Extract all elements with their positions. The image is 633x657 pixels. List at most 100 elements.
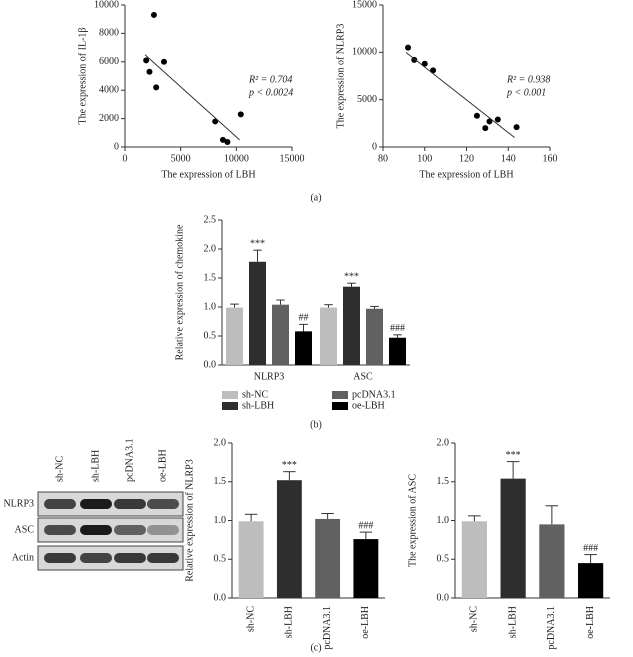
point — [513, 124, 520, 131]
legend-swatch — [222, 391, 238, 399]
annotation: R² = 0.704 — [248, 74, 292, 85]
bar — [539, 524, 565, 598]
bar — [353, 539, 379, 598]
y-axis-label: Relative expression of NLRP3 — [184, 459, 195, 581]
legend-label: sh-NC — [242, 389, 268, 400]
y-tick-label: 0.0 — [214, 592, 227, 603]
y-tick-label: 1.0 — [437, 515, 450, 526]
significance-label: *** — [250, 238, 265, 249]
y-tick-label: 10000 — [352, 47, 377, 58]
y-tick-label: 0.5 — [437, 554, 450, 565]
significance-label: ### — [390, 323, 405, 334]
point — [430, 67, 437, 74]
blot-band — [147, 499, 179, 509]
y-tick-label: 10000 — [94, 0, 119, 10]
point — [224, 139, 231, 146]
blot-band — [114, 499, 146, 509]
y-axis-label: The expression of IL-1β — [77, 27, 88, 124]
bar — [461, 521, 487, 598]
x-tick-label: ASC — [353, 371, 373, 382]
bar — [366, 308, 383, 365]
bar — [276, 480, 302, 598]
y-tick-label: 4000 — [99, 84, 119, 95]
significance-label: ### — [583, 543, 598, 554]
bar — [249, 261, 266, 365]
blot-band — [147, 525, 179, 535]
bar — [226, 307, 243, 365]
blot-band — [44, 499, 76, 509]
y-tick-label: 1.5 — [437, 476, 450, 487]
blot-band — [114, 553, 146, 563]
x-axis-label: The expression of LBH — [419, 169, 513, 180]
row-label: Actin — [12, 552, 34, 563]
x-tick-label: 0 — [123, 153, 128, 164]
lane-label: oe-LBH — [157, 449, 168, 482]
row-label: ASC — [15, 524, 35, 535]
point — [421, 60, 428, 67]
significance-label: ### — [358, 520, 373, 531]
y-tick-label: 0.5 — [204, 330, 217, 341]
y-tick-label: 2.5 — [204, 214, 217, 225]
bar — [578, 563, 604, 598]
point — [153, 84, 160, 91]
x-tick-label: 5000 — [171, 153, 191, 164]
x-tick-label: sh-NC — [469, 606, 480, 632]
y-tick-label: 2.0 — [437, 437, 450, 448]
y-tick-label: 1.0 — [204, 301, 217, 312]
point — [473, 112, 480, 119]
y-tick-label: 2.0 — [214, 437, 227, 448]
y-tick-label: 2.0 — [204, 243, 217, 254]
blot-band — [44, 525, 76, 535]
annotation: R² = 0.938 — [506, 74, 550, 85]
significance-label: *** — [282, 460, 297, 471]
point — [212, 118, 219, 125]
bar — [320, 307, 337, 365]
point — [150, 11, 157, 18]
blot-band — [44, 553, 76, 563]
point — [219, 136, 226, 143]
y-axis-label: The expression of ASC — [407, 474, 418, 567]
blot-band — [114, 525, 146, 535]
legend-label: pcDNA3.1 — [352, 389, 396, 400]
bar — [315, 518, 341, 598]
point — [486, 118, 493, 125]
y-tick-label: 0.5 — [214, 554, 227, 565]
legend-swatch — [332, 402, 348, 410]
point — [143, 57, 150, 64]
x-tick-label: 15000 — [280, 153, 305, 164]
point — [146, 68, 153, 75]
legend-label: sh-LBH — [242, 400, 274, 411]
blot-band — [80, 499, 112, 509]
y-tick-label: 8000 — [99, 28, 119, 39]
x-tick-label: oe-LBH — [585, 606, 596, 639]
legend-label: oe-LBH — [352, 400, 385, 411]
x-tick-label: pcDNA3.1 — [322, 606, 333, 650]
panel-caption: (b) — [310, 419, 322, 430]
y-axis-label: The expression of NLRP3 — [335, 24, 346, 129]
panel-caption: (c) — [310, 642, 321, 653]
x-tick-label: 160 — [543, 153, 558, 164]
x-tick-label: 120 — [459, 153, 474, 164]
y-tick-label: 0.0 — [437, 592, 450, 603]
y-tick-label: 1.5 — [204, 272, 217, 283]
y-tick-label: 15000 — [352, 0, 377, 10]
bar — [238, 521, 264, 598]
legend-swatch — [332, 391, 348, 399]
bar — [295, 331, 312, 365]
x-tick-label: sh-LBH — [284, 606, 295, 638]
y-tick-label: 0 — [114, 141, 119, 152]
bar — [389, 337, 406, 365]
point — [405, 44, 412, 51]
y-tick-label: 0 — [372, 141, 377, 152]
significance-label: ## — [299, 313, 309, 324]
x-tick-label: oe-LBH — [360, 606, 371, 639]
y-axis-label: Relative expression of chemokine — [174, 224, 185, 360]
y-tick-label: 6000 — [99, 56, 119, 67]
x-tick-label: sh-NC — [245, 606, 256, 632]
x-tick-label: NLRP3 — [254, 371, 285, 382]
annotation: p < 0.001 — [506, 87, 546, 98]
blot-band — [80, 553, 112, 563]
x-tick-label: sh-LBH — [507, 606, 518, 638]
legend-swatch — [222, 402, 238, 410]
